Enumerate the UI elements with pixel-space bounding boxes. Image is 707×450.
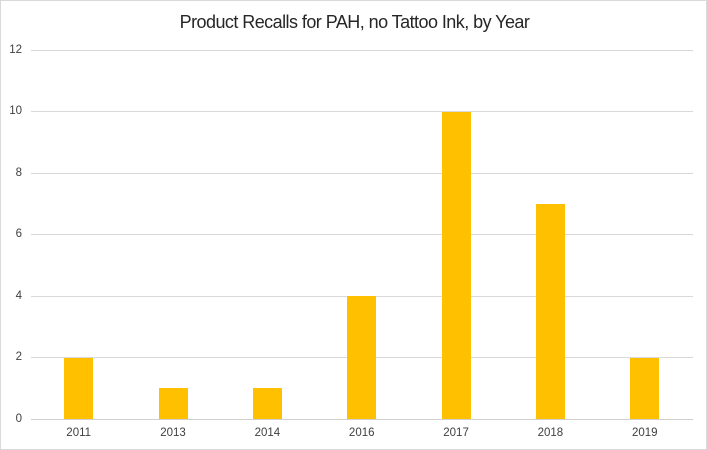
y-tick-label: 0 <box>15 412 22 425</box>
x-axis-line <box>31 418 693 420</box>
bar <box>347 296 377 419</box>
gridline <box>31 49 693 51</box>
bar <box>158 388 188 419</box>
bar <box>441 111 471 419</box>
x-tick-label: 2011 <box>66 427 92 439</box>
gridline <box>31 111 693 112</box>
x-tick-label: 2019 <box>631 427 658 439</box>
bar <box>630 357 660 419</box>
bar <box>64 357 94 419</box>
y-tick-label: 10 <box>9 105 22 117</box>
chart-title: Product Recalls for PAH, no Tattoo Ink, … <box>179 12 530 32</box>
x-tick-label: 2013 <box>160 427 186 439</box>
y-tick-label: 12 <box>9 43 22 56</box>
y-tick-label: 6 <box>15 228 22 240</box>
x-tick-label: 2014 <box>254 427 281 439</box>
y-tick-label: 8 <box>15 166 22 179</box>
x-tick-label: 2016 <box>348 427 375 439</box>
x-tick-label: 2017 <box>443 427 469 439</box>
y-tick-label: 4 <box>15 289 22 302</box>
x-tick-label: 2018 <box>537 427 564 439</box>
bar <box>252 388 282 419</box>
gridline <box>31 172 693 174</box>
gridline <box>31 234 693 235</box>
bar <box>535 203 565 419</box>
y-tick-label: 2 <box>15 351 22 363</box>
